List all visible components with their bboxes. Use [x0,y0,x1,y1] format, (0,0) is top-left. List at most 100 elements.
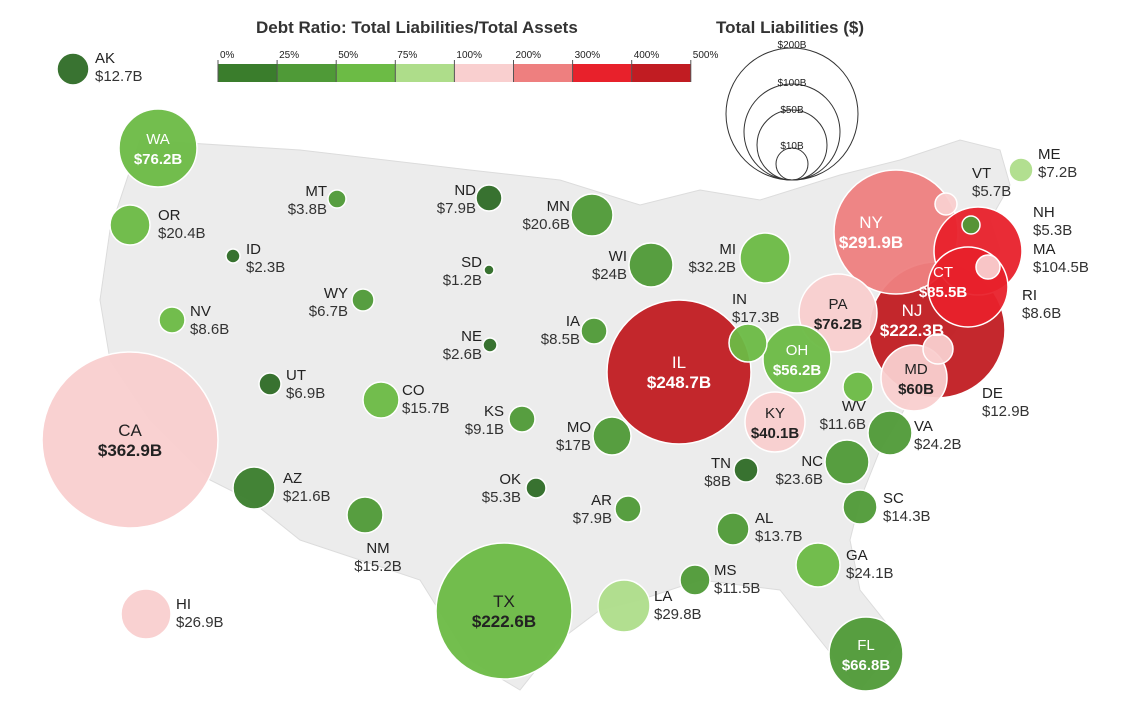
state-code-co: CO [402,382,425,399]
state-value-sd: $1.2B [443,272,482,289]
state-value-ga: $24.1B [846,565,894,582]
size-legend-label: $200B [778,40,807,51]
state-value-hi: $26.9B [176,614,224,631]
state-code-fl: FL [857,637,875,654]
state-bubble-ks [508,405,536,433]
state-value-mn: $20.6B [522,216,570,233]
state-bubble-la [597,579,651,633]
state-bubble-id [225,248,241,264]
state-bubble-ar [614,495,642,523]
state-code-ri: RI [1022,287,1037,304]
state-bubble-co [362,381,400,419]
state-bubble-wy [351,288,375,312]
state-bubble-mt [327,189,347,209]
ratio-tick-label: 0% [220,50,235,61]
state-code-nm: NM [366,540,389,557]
state-bubble-ms [679,564,711,596]
state-code-wi: WI [609,248,627,265]
state-bubble-tx [435,542,573,680]
state-bubble-fl [828,616,904,692]
state-bubble-mo [592,416,632,456]
state-bubble-nv [158,306,186,334]
state-code-sd: SD [461,254,482,271]
state-code-az: AZ [283,470,302,487]
state-value-nv: $8.6B [190,321,229,338]
state-value-ct: $85.5B [919,284,968,301]
debt-ratio-legend-title: Debt Ratio: Total Liabilities/Total Asse… [256,18,578,37]
state-value-az: $21.6B [283,488,331,505]
state-bubble-ga [795,542,841,588]
state-code-nj: NJ [902,301,923,320]
state-bubble-me [1008,157,1034,183]
size-legend-label: $100B [778,78,807,89]
state-code-ca: CA [118,421,142,440]
state-value-pa: $76.2B [814,316,863,333]
liabilities-size-legend-title: Total Liabilities ($) [716,18,864,37]
state-code-ks: KS [484,403,504,420]
ratio-tick-label: 500% [693,50,719,61]
state-value-ak: $12.7B [95,68,143,85]
state-bubbles: CA$362.9BIL$248.7BTX$222.6BNJ$222.3BNY$2… [41,50,1089,692]
ratio-swatch [513,64,573,82]
state-value-or: $20.4B [158,225,206,242]
state-code-al: AL [755,510,773,527]
state-value-id: $2.3B [246,259,285,276]
state-code-mn: MN [547,198,570,215]
state-code-ok: OK [499,471,521,488]
state-code-or: OR [158,207,181,224]
state-bubble-mn [570,193,614,237]
state-code-ar: AR [591,492,612,509]
state-bubble-nc [824,439,870,485]
state-bubble-nm [346,496,384,534]
state-code-ky: KY [765,405,785,422]
state-value-oh: $56.2B [773,362,822,379]
ratio-tick-label: 25% [279,50,299,61]
size-legend-circle [775,147,809,181]
state-code-mi: MI [719,241,736,258]
state-bubble-or [109,204,151,246]
state-bubble-ne [482,337,498,353]
state-code-ak: AK [95,50,115,67]
ratio-swatch [454,64,514,82]
state-code-wy: WY [324,285,348,302]
state-value-ia: $8.5B [541,331,580,348]
state-code-pa: PA [829,296,848,313]
state-value-ut: $6.9B [286,385,325,402]
state-value-ne: $2.6B [443,346,482,363]
state-code-in: IN [732,291,747,308]
state-code-me: ME [1038,146,1061,163]
state-code-nv: NV [190,303,211,320]
state-code-ne: NE [461,328,482,345]
state-value-nm: $15.2B [354,558,402,575]
state-bubble-hi [120,588,172,640]
size-legend-circle [743,83,841,181]
state-code-mo: MO [567,419,591,436]
state-bubble-in [728,323,768,363]
state-code-ma: MA [1033,241,1056,258]
state-code-wv: WV [842,398,866,415]
state-value-ms: $11.5B [714,580,760,597]
us-land-silhouette [99,139,1011,691]
state-value-nh: $5.3B [1033,222,1072,239]
state-value-mi: $32.2B [688,259,736,276]
state-value-tx: $222.6B [472,612,536,631]
debt-ratio-legend: 0% 25% 50% 75% 100% 200% 300% 400% 500% [217,50,719,82]
state-value-vt: $5.7B [972,183,1011,200]
state-code-ga: GA [846,547,868,564]
state-code-id: ID [246,241,261,258]
state-code-tn: TN [711,455,731,472]
ratio-tick-label: 100% [456,50,482,61]
size-legend-label: $50B [780,105,804,116]
state-code-ia: IA [566,313,580,330]
state-code-va: VA [914,418,933,435]
state-code-wa: WA [146,131,170,148]
state-code-il: IL [672,353,686,372]
state-value-la: $29.8B [654,606,702,623]
state-bubble-tn [733,457,759,483]
ratio-tick-label: 400% [634,50,660,61]
state-bubble-ky [744,391,806,453]
state-value-wv: $11.6B [820,416,866,433]
state-code-la: LA [654,588,672,605]
state-bubble-il [606,299,752,445]
state-value-in: $17.3B [732,309,780,326]
